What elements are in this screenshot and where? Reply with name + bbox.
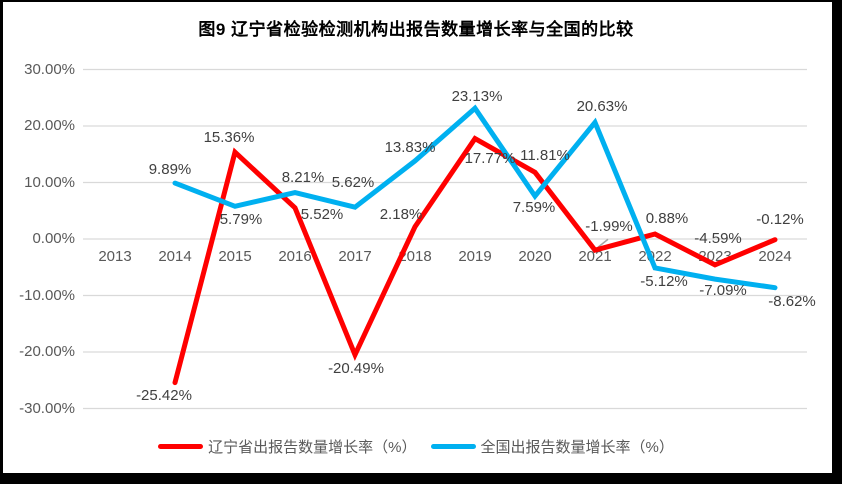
legend-item-liaoning: 辽宁省出报告数量增长率（%） xyxy=(158,436,417,457)
legend-label: 辽宁省出报告数量增长率（%） xyxy=(208,439,417,456)
legend-item-national: 全国出报告数量增长率（%） xyxy=(430,436,674,457)
legend-line-icon xyxy=(158,444,204,449)
chart-legend: 辽宁省出报告数量增长率（%） 全国出报告数量增长率（%） xyxy=(0,436,832,457)
legend-line-icon xyxy=(430,444,476,449)
chart-title: 图9 辽宁省检验检测机构出报告数量增长率与全国的比较 xyxy=(198,20,634,39)
chart-background xyxy=(3,2,832,473)
legend-label: 全国出报告数量增长率（%） xyxy=(480,439,674,456)
